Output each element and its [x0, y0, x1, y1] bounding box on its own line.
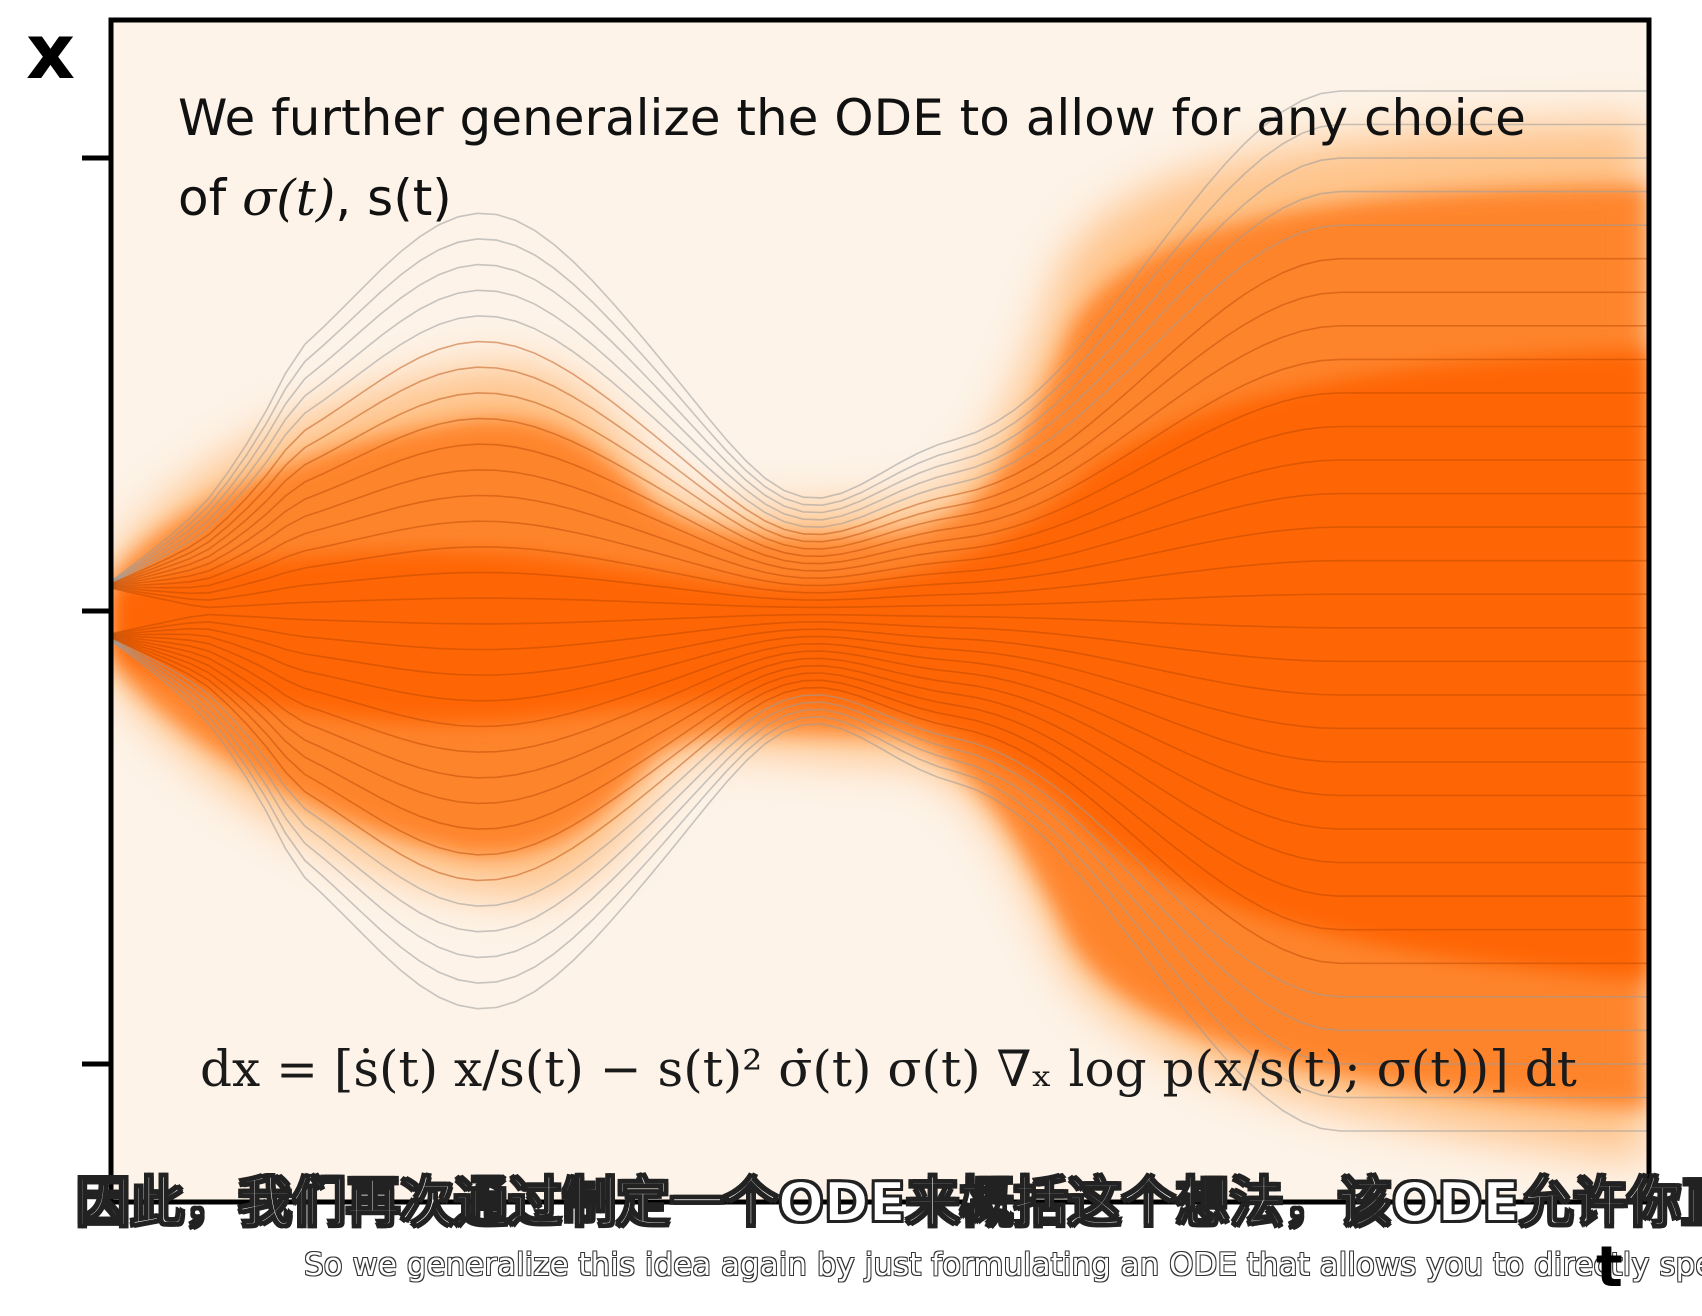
ode-trajectories: [113, 90, 1647, 1132]
trajectory-line: [113, 325, 1647, 585]
trajectory-line: [113, 636, 1647, 864]
subtitle-chinese: 因此，我们再次通过制定一个ODE来概括这个想法，该ODE允许你直接: [76, 1170, 1702, 1235]
trajectory-line: [113, 641, 1647, 1132]
trajectory-line: [113, 90, 1647, 581]
trajectory-line: [113, 392, 1647, 586]
trajectory-line: [113, 637, 1647, 931]
trajectory-line: [113, 639, 1647, 998]
trajectory-line: [113, 639, 1647, 1032]
trajectory-line: [113, 190, 1647, 583]
t-axis-label: t: [1596, 1235, 1623, 1300]
trajectory-line: [113, 587, 1647, 609]
trajectory-line: [113, 291, 1647, 585]
trajectory-line: [113, 257, 1647, 584]
trajectory-line: [113, 634, 1647, 763]
trajectory-line: [113, 638, 1647, 965]
trajectory-line: [113, 157, 1647, 582]
subtitle-english: So we generalize this idea again by just…: [304, 1247, 1702, 1283]
x-axis-label: x: [26, 7, 76, 96]
trajectory-line: [113, 123, 1647, 581]
title-s-t: s(t): [367, 169, 452, 227]
trajectory-line: [113, 224, 1647, 583]
trajectory-line: [113, 613, 1647, 635]
title-line-1: We further generalize the ODE to allow f…: [178, 89, 1526, 147]
trajectory-line: [113, 559, 1647, 601]
trajectory-line: [113, 635, 1647, 797]
density-core: [113, 350, 1647, 980]
trajectory-line: [113, 621, 1647, 663]
trajectory-line: [113, 492, 1647, 589]
trajectory-line: [113, 633, 1647, 730]
trajectory-line: [113, 640, 1647, 1065]
trajectory-line: [113, 358, 1647, 586]
title-sigma-t: σ(t): [242, 169, 336, 227]
trajectory-line: [113, 636, 1647, 830]
trajectory-line: [113, 627, 1647, 696]
slide-title: We further generalize the ODE to allow f…: [178, 78, 1618, 238]
trajectory-line: [113, 425, 1647, 587]
trajectory-line: [113, 641, 1647, 1099]
trajectory-line: [113, 459, 1647, 588]
trajectory-line: [113, 637, 1647, 897]
trajectory-line: [113, 526, 1647, 595]
title-separator: ,: [335, 169, 368, 227]
title-prefix: of: [178, 169, 243, 227]
title-line-2: of σ(t), s(t): [178, 158, 1618, 238]
ode-equation: dx = [ṡ(t) x/s(t) − s(t)² σ̇(t) σ(t) ∇ₓ …: [200, 1040, 1577, 1098]
